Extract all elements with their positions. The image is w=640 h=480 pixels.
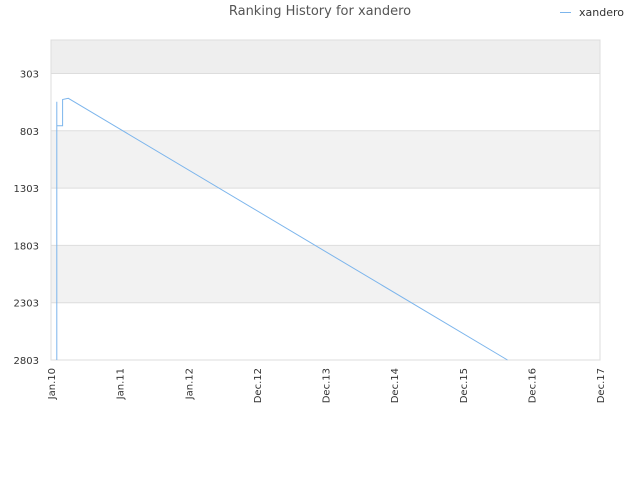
plot-band [51, 40, 600, 74]
y-axis: 303 803 1303 1803 2303 2803 [14, 69, 39, 367]
x-tick-label: Jan.11 [116, 368, 127, 400]
y-tick-label: 803 [20, 127, 39, 138]
y-tick-label: 2303 [14, 299, 39, 310]
y-tick-label: 2803 [14, 356, 39, 367]
x-tick-label: Dec.12 [253, 368, 264, 403]
legend-swatch [560, 12, 571, 13]
legend[interactable]: xandero [560, 6, 624, 19]
plot-band [51, 245, 600, 303]
legend-label: xandero [579, 6, 624, 19]
chart-title: Ranking History for xandero [228, 4, 412, 19]
x-tick-label: Dec.16 [527, 368, 538, 403]
x-axis: Jan.10 Jan.11 Jan.12 Dec.12 Dec.13 Dec.14 Dec.… [47, 368, 607, 403]
x-tick-label: Dec.15 [459, 368, 470, 403]
series-line-xandero[interactable] [56, 97, 508, 361]
x-tick-label: Dec.14 [390, 368, 401, 403]
x-tick-label: Dec.13 [322, 368, 333, 403]
x-tick-label: Jan.10 [47, 368, 58, 400]
y-tick-label: 1303 [14, 184, 39, 195]
y-tick-label: 303 [20, 69, 39, 80]
plot-border [50, 39, 601, 361]
series-group [56, 97, 508, 361]
y-tick-label: 1803 [14, 241, 39, 252]
plot-bands [51, 40, 600, 303]
x-tick-label: Jan.12 [184, 368, 195, 400]
plot-band [51, 130, 600, 189]
x-tick-label: Dec.17 [596, 368, 607, 403]
grid-lines [51, 72, 600, 361]
